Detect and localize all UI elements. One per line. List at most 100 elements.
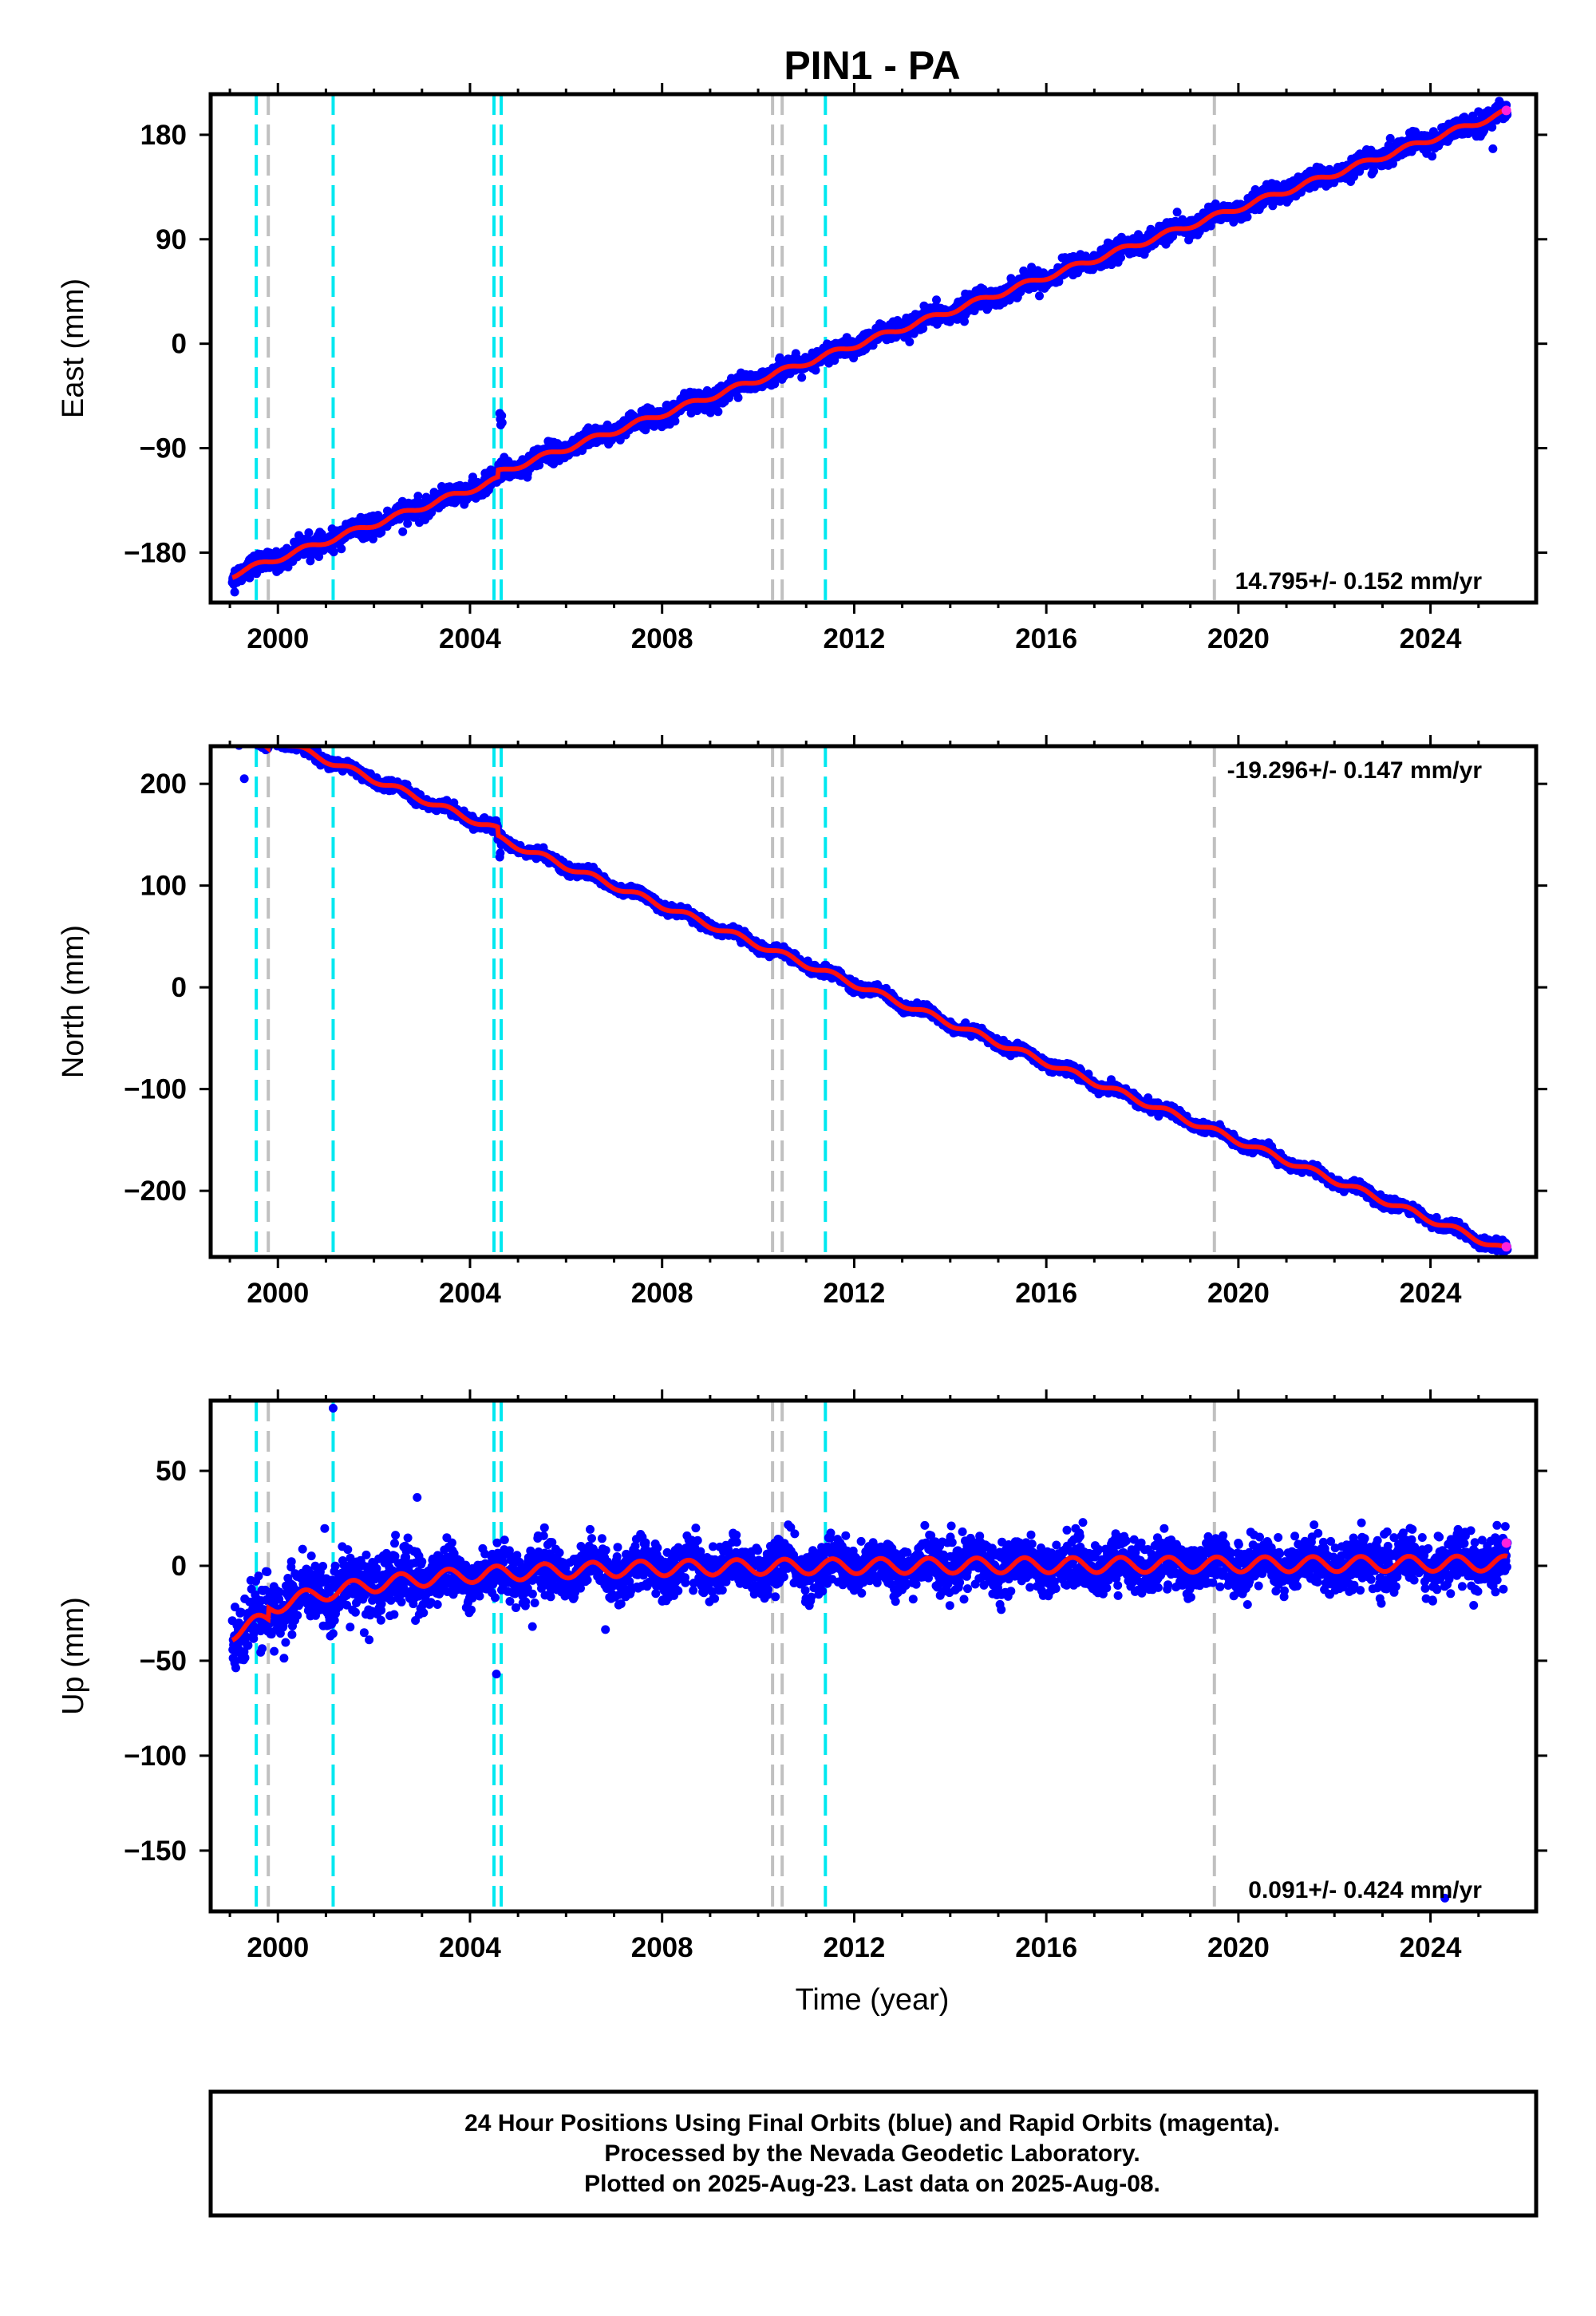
data-point xyxy=(233,734,242,743)
data-point xyxy=(230,587,239,597)
data-point xyxy=(246,733,255,741)
y-tick-label: −180 xyxy=(124,537,187,568)
data-point xyxy=(240,733,249,742)
final-orbit-points xyxy=(227,97,1512,597)
data-point xyxy=(243,735,252,744)
data-point xyxy=(268,735,277,744)
data-point xyxy=(265,735,274,744)
data-point xyxy=(1474,107,1483,117)
data-point xyxy=(243,732,252,741)
data-point xyxy=(245,736,254,745)
data-point xyxy=(1488,144,1498,153)
data-point xyxy=(266,734,275,743)
data-point xyxy=(251,732,260,741)
data-point xyxy=(255,735,263,744)
data-point xyxy=(770,379,780,389)
data-point xyxy=(713,407,723,417)
data-point xyxy=(497,418,507,428)
north-panel: 2000 2004 2008 2012 2016 2020 20242001000−100−… xyxy=(57,725,1547,1309)
data-point xyxy=(230,734,239,743)
data-point xyxy=(235,731,243,740)
data-point xyxy=(267,731,275,740)
data-point xyxy=(229,731,238,740)
data-point xyxy=(314,552,324,561)
data-point xyxy=(256,735,265,744)
plot-area xyxy=(227,94,1512,603)
data-point xyxy=(403,519,413,528)
y-tick-label: 90 xyxy=(156,224,187,255)
data-point xyxy=(244,732,253,741)
data-point xyxy=(233,736,242,745)
data-point xyxy=(248,735,257,744)
data-point xyxy=(247,735,255,744)
data-point xyxy=(252,734,261,743)
data-point xyxy=(1035,291,1044,301)
data-point xyxy=(235,732,244,741)
x-tick-label: 2008 xyxy=(631,623,693,654)
data-point xyxy=(268,734,277,743)
data-point xyxy=(229,731,238,740)
data-point xyxy=(232,732,241,741)
data-point xyxy=(243,733,251,741)
y-tick-label: 180 xyxy=(140,120,187,151)
data-point xyxy=(246,734,255,743)
data-point xyxy=(237,733,246,741)
data-point xyxy=(236,735,245,744)
data-point xyxy=(1428,152,1437,161)
data-point xyxy=(237,733,246,742)
data-point xyxy=(236,733,245,742)
data-point xyxy=(670,417,680,426)
data-point xyxy=(246,735,255,744)
data-point xyxy=(238,736,247,745)
data-point xyxy=(265,733,274,741)
east-panel: 2000 2004 2008 2012 2016 2020 2024180900−90−18… xyxy=(57,83,1547,654)
data-point xyxy=(244,733,253,742)
data-point xyxy=(266,732,275,741)
data-point xyxy=(239,735,248,744)
data-point xyxy=(238,735,247,744)
data-point xyxy=(811,366,820,375)
data-point xyxy=(235,725,243,734)
data-point xyxy=(231,733,240,741)
data-point xyxy=(245,733,254,742)
data-point xyxy=(248,733,257,742)
data-point xyxy=(255,735,263,744)
data-point xyxy=(733,393,743,402)
data-point xyxy=(241,732,250,741)
y-tick-label: −90 xyxy=(140,433,187,464)
y-tick-label: 0 xyxy=(172,329,187,360)
data-point xyxy=(398,527,408,536)
data-point xyxy=(230,731,239,740)
data-point xyxy=(264,729,273,737)
y-axis-label: East (mm) xyxy=(57,279,90,418)
chart-title: PIN1 - PA xyxy=(784,43,960,88)
data-point xyxy=(279,736,287,745)
data-point xyxy=(905,337,915,346)
data-point xyxy=(252,735,261,744)
data-point xyxy=(228,730,237,739)
data-point xyxy=(304,528,314,537)
x-tick-label: 2016 xyxy=(1015,623,1077,654)
data-point xyxy=(267,735,276,744)
data-point xyxy=(267,732,276,741)
data-point xyxy=(240,736,249,745)
data-point xyxy=(243,735,252,744)
data-point xyxy=(235,733,244,742)
data-point xyxy=(705,408,715,417)
data-point xyxy=(269,736,278,745)
data-point xyxy=(231,735,240,744)
x-tick-label: 2004 xyxy=(439,623,501,654)
data-point xyxy=(413,492,423,501)
data-point xyxy=(797,373,807,382)
x-tick-label: 2024 xyxy=(1400,623,1462,654)
data-point xyxy=(337,544,346,554)
data-point xyxy=(231,735,239,744)
data-point xyxy=(232,734,241,743)
data-point xyxy=(267,733,275,742)
data-point xyxy=(247,732,255,741)
data-point xyxy=(231,733,240,742)
data-point xyxy=(269,733,278,742)
data-point xyxy=(234,733,243,741)
data-point xyxy=(239,737,247,745)
